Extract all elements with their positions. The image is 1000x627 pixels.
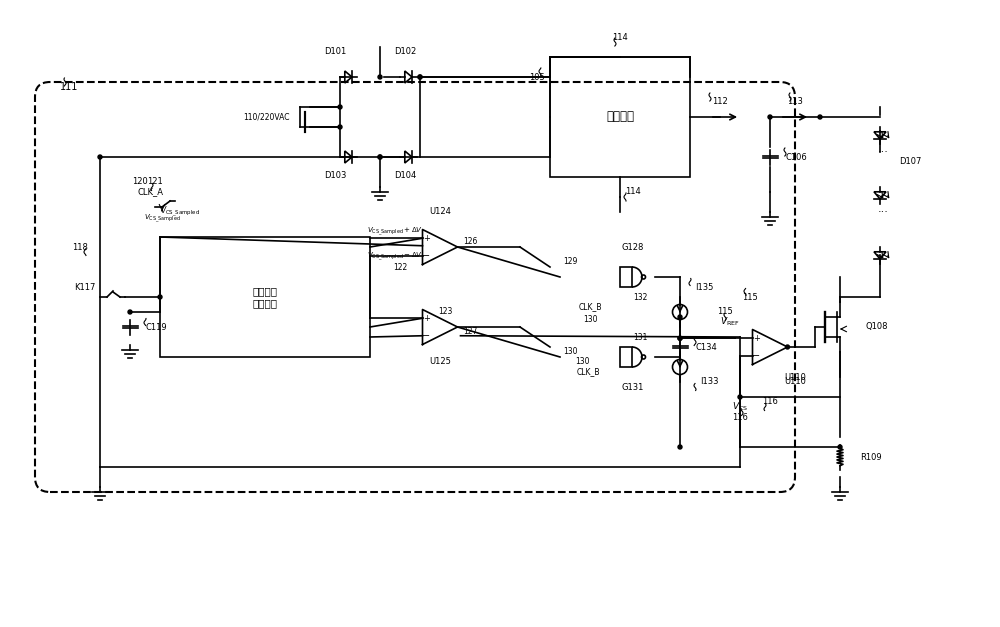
Text: U110: U110 [784, 377, 806, 386]
Text: 116: 116 [762, 398, 778, 406]
Text: ...: ... [878, 204, 888, 214]
Text: C106: C106 [785, 152, 807, 162]
Text: 基准电压
生成电路: 基准电压 生成电路 [252, 286, 278, 308]
Text: 112: 112 [712, 98, 728, 107]
Text: 恒流电路: 恒流电路 [606, 110, 634, 124]
Text: CLK_B: CLK_B [576, 367, 600, 376]
Circle shape [768, 115, 772, 119]
Text: 115: 115 [742, 293, 758, 302]
Circle shape [678, 445, 682, 449]
Text: D104: D104 [394, 171, 416, 179]
Text: $V_{\rm CS\_Sampled}+\Delta V$: $V_{\rm CS\_Sampled}+\Delta V$ [367, 226, 423, 238]
Circle shape [98, 155, 102, 159]
Text: +: + [753, 334, 760, 343]
Text: 131: 131 [633, 332, 647, 342]
Text: $V_{\rm CS\_Sampled}$: $V_{\rm CS\_Sampled}$ [160, 205, 200, 219]
Text: $V_{\rm CS\_Sampled}-\Delta V$: $V_{\rm CS\_Sampled}-\Delta V$ [367, 251, 423, 263]
Text: −: − [752, 350, 761, 361]
Text: 114: 114 [625, 187, 641, 196]
Text: D107: D107 [899, 157, 921, 167]
Text: I133: I133 [700, 377, 718, 386]
Text: 132: 132 [633, 293, 647, 302]
Text: U110: U110 [784, 372, 806, 381]
Text: 116: 116 [732, 413, 748, 421]
Text: C119: C119 [145, 322, 167, 332]
Circle shape [818, 115, 822, 119]
Text: D101: D101 [324, 48, 346, 56]
Text: 114: 114 [612, 33, 628, 41]
Circle shape [378, 155, 382, 159]
Text: G131: G131 [622, 382, 644, 391]
Circle shape [786, 345, 790, 349]
Circle shape [678, 315, 682, 319]
Text: 121: 121 [147, 177, 163, 186]
Text: 129: 129 [563, 258, 577, 266]
Text: CLK_A: CLK_A [137, 187, 163, 196]
Text: 130: 130 [563, 347, 577, 357]
Text: K117: K117 [74, 283, 96, 292]
Text: R109: R109 [860, 453, 882, 461]
Text: 120: 120 [132, 177, 148, 186]
Text: U124: U124 [429, 208, 451, 216]
Circle shape [378, 155, 382, 159]
Text: −: − [422, 251, 431, 261]
Text: G128: G128 [622, 243, 644, 251]
Text: 123: 123 [438, 307, 452, 317]
Circle shape [418, 75, 422, 79]
Text: 115: 115 [717, 307, 733, 317]
Text: 127: 127 [463, 327, 477, 337]
Text: $V_{\rm CS\_Sampled}$: $V_{\rm CS\_Sampled}$ [144, 213, 180, 225]
Text: −: − [422, 331, 431, 340]
Circle shape [738, 395, 742, 399]
Circle shape [338, 125, 342, 129]
Text: 122: 122 [393, 263, 407, 271]
Text: ...: ... [878, 144, 888, 154]
Text: CLK_B: CLK_B [578, 302, 602, 312]
Circle shape [838, 445, 842, 449]
Circle shape [418, 75, 422, 79]
Text: +: + [423, 314, 430, 323]
Text: 130: 130 [583, 315, 597, 324]
Text: 130: 130 [576, 357, 590, 367]
Text: 105: 105 [529, 73, 545, 82]
Circle shape [338, 105, 342, 109]
Text: 126: 126 [463, 238, 477, 246]
Circle shape [678, 336, 682, 340]
Text: I135: I135 [695, 283, 713, 292]
Text: D103: D103 [324, 171, 346, 179]
Text: 118: 118 [72, 243, 88, 251]
Circle shape [678, 336, 682, 340]
Circle shape [378, 75, 382, 79]
Text: Q108: Q108 [865, 322, 888, 332]
Text: 110/220VAC: 110/220VAC [244, 112, 290, 122]
Text: U125: U125 [429, 357, 451, 367]
Text: 111: 111 [60, 82, 78, 92]
Text: C134: C134 [695, 342, 717, 352]
Circle shape [128, 310, 132, 314]
Text: 113: 113 [787, 98, 803, 107]
Text: D102: D102 [394, 48, 416, 56]
Circle shape [158, 295, 162, 299]
Text: $V_{\rm REF}$: $V_{\rm REF}$ [720, 316, 740, 329]
Text: $V_{\rm CS}$: $V_{\rm CS}$ [732, 401, 748, 413]
Text: +: + [423, 234, 430, 243]
